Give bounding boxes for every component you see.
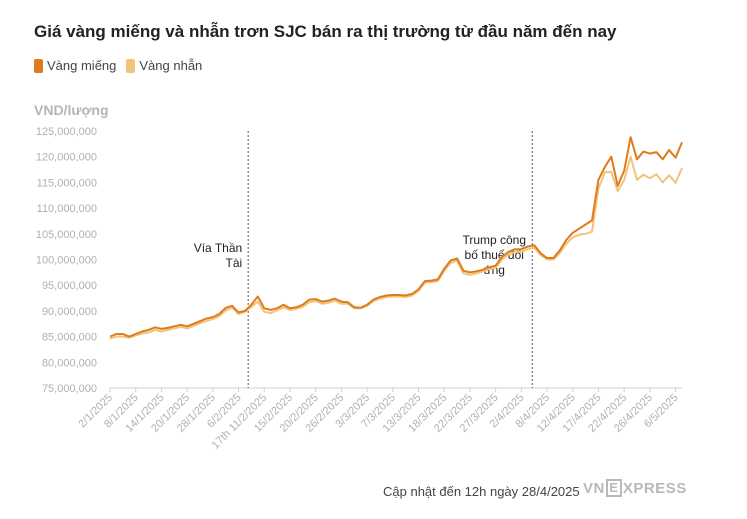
y-tick-label: 100,000,000 — [36, 255, 97, 267]
y-tick-label: 110,000,000 — [37, 203, 97, 215]
logo-text-left: VN — [583, 479, 605, 497]
y-tick-label: 80,000,000 — [42, 357, 97, 369]
annotation-label: Vía Thần — [194, 241, 242, 255]
y-tick-label: 105,000,000 — [36, 229, 97, 241]
vnexpress-logo: VN E XPRESS — [583, 476, 687, 500]
y-tick-label: 90,000,000 — [42, 306, 97, 318]
update-note: Cập nhật đến 12h ngày 28/4/2025 — [383, 484, 580, 499]
annotation-label: Tài — [226, 256, 243, 270]
legend-item-vang-mieng: Vàng miếng — [34, 58, 116, 73]
y-tick-label: 115,000,000 — [37, 177, 97, 189]
chart-title: Giá vàng miếng và nhẫn trơn SJC bán ra t… — [34, 22, 617, 41]
legend-swatch-vang-nhan — [126, 58, 136, 73]
y-tick-label: 85,000,000 — [42, 332, 97, 344]
legend-swatch-vang-mieng — [34, 58, 43, 73]
logo-box: E — [605, 479, 622, 497]
legend-item-vang-nhan: Vàng nhẫn — [126, 58, 202, 73]
y-tick-label: 75,000,000 — [42, 383, 97, 395]
y-axis: 75,000,000 80,000,000 85,000,000 90,000,000… — [36, 126, 682, 395]
series-lines — [109, 136, 683, 340]
legend-label-vang-mieng: Vàng miếng — [47, 58, 117, 73]
y-tick-label: 125,000,000 — [36, 126, 97, 138]
annotation-label: Trump công — [462, 233, 526, 247]
y-tick-label: 95,000,000 — [42, 280, 97, 292]
series-line-vang-nhan — [109, 155, 683, 340]
y-tick-label: 120,000,000 — [36, 152, 97, 164]
x-axis: 2/1/20258/1/202514/1/202520/1/202528/1/2… — [76, 388, 681, 451]
series-line-vang-mieng — [109, 136, 683, 338]
logo-text-right: XPRESS — [622, 479, 687, 497]
legend: Vàng miếng Vàng nhẫn — [34, 58, 212, 73]
y-axis-unit-label: VND/lượng — [34, 102, 109, 118]
legend-label-vang-nhan: Vàng nhẫn — [139, 58, 203, 73]
